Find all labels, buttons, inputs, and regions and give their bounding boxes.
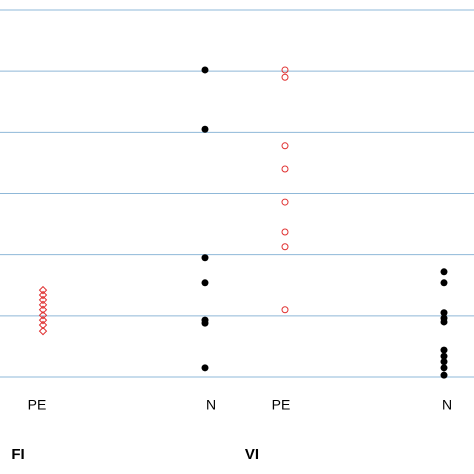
point [201,319,209,327]
point [38,320,48,330]
point [440,364,448,372]
point [38,300,48,310]
point [38,305,48,314]
point [440,279,448,287]
point [281,66,289,74]
category-label: N [442,397,452,413]
group-label: VI [245,446,259,463]
point [201,279,209,287]
point [38,290,48,300]
point [440,268,448,276]
point [440,309,448,317]
point [281,198,289,206]
point [281,165,289,173]
point [440,318,448,326]
point [440,346,448,354]
point [201,66,209,74]
point [201,364,209,372]
category-label: N [206,397,216,413]
point [38,315,48,325]
point [440,358,448,366]
point [281,228,289,236]
point [440,352,448,360]
point [281,306,289,314]
point [281,142,289,150]
point [38,295,48,305]
group-label: FI [11,446,24,463]
point [201,254,209,262]
point [38,285,48,295]
point [38,326,48,336]
point [38,311,48,320]
point [440,371,448,379]
point [281,73,289,81]
point [201,125,209,133]
category-label: PE [272,397,291,413]
point [281,243,289,251]
category-label: PE [28,397,47,413]
